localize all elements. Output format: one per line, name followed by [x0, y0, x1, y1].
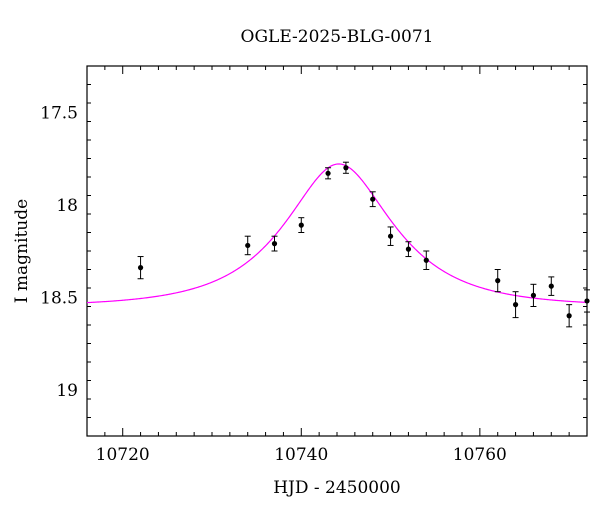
- data-marker: [566, 313, 572, 319]
- data-marker: [512, 302, 519, 308]
- data-point: [298, 217, 305, 233]
- data-point: [387, 226, 394, 246]
- y-tick-label: 17.5: [40, 103, 78, 123]
- data-marker: [137, 265, 144, 271]
- data-point: [548, 276, 555, 296]
- data-marker: [423, 257, 429, 263]
- data-point: [405, 241, 412, 258]
- data-marker: [370, 196, 376, 202]
- data-point: [369, 191, 376, 208]
- data-point: [494, 269, 501, 293]
- y-tick-labels: 17.5 18 18.5 19: [40, 103, 78, 401]
- y-tick-label: 18: [56, 196, 78, 216]
- data-marker: [495, 278, 501, 284]
- x-tick-label: 10740: [274, 445, 328, 465]
- data-point: [530, 283, 537, 307]
- data-point: [325, 167, 332, 180]
- data-point: [244, 235, 251, 256]
- data-marker: [343, 165, 349, 171]
- model-curve: [86, 163, 588, 304]
- y-tick-label: 19: [56, 381, 78, 401]
- data-point: [271, 235, 278, 252]
- data-marker: [387, 233, 394, 239]
- x-tick-labels: 10720 10740 10760: [96, 445, 507, 465]
- data-point: [584, 289, 590, 313]
- data-marker: [548, 283, 554, 289]
- data-marker: [271, 241, 278, 247]
- x-axis-label: HJD - 2450000: [273, 478, 401, 498]
- data-marker: [325, 170, 331, 176]
- plot-frame: [86, 65, 588, 437]
- data-marker: [584, 298, 590, 304]
- data-point: [423, 250, 430, 270]
- chart-title: OGLE-2025-BLG-0071: [241, 27, 434, 47]
- y-tick-label: 18.5: [40, 288, 78, 308]
- data-marker: [298, 222, 304, 228]
- x-tick-label: 10720: [96, 445, 150, 465]
- y-axis-label: I magnitude: [12, 199, 32, 303]
- data-marker: [530, 292, 537, 298]
- data-marker: [405, 246, 412, 252]
- data-points: [137, 161, 590, 328]
- data-point: [137, 256, 144, 280]
- data-point: [512, 291, 519, 319]
- x-tick-label: 10760: [453, 445, 507, 465]
- data-point: [342, 161, 349, 174]
- data-marker: [245, 242, 251, 249]
- data-point: [566, 304, 573, 328]
- axis-ticks: [86, 65, 588, 437]
